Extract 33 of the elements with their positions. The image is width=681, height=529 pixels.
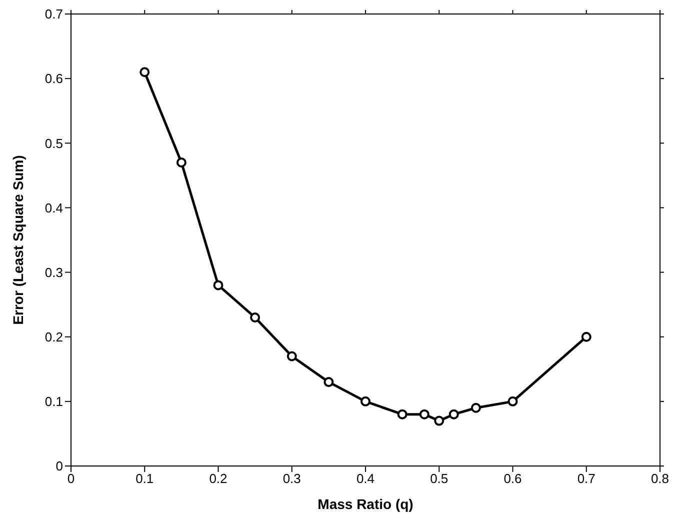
- point: [140, 67, 150, 78]
- x-axis-title: Mass Ratio (q): [318, 496, 414, 512]
- x-tick-label: 0: [67, 471, 75, 486]
- point: [434, 416, 444, 426]
- y-tick-label: 0.1: [44, 394, 63, 410]
- point: [360, 396, 370, 406]
- x-tick-label: 0.4: [356, 471, 375, 486]
- point: [250, 312, 260, 322]
- x-tick-label: 0.1: [136, 471, 154, 486]
- x-tick-label: 0.8: [650, 471, 670, 486]
- x-tick-label: 0.2: [209, 471, 228, 486]
- y-tick-label: 0.5: [44, 136, 63, 151]
- point: [286, 351, 297, 362]
- y-tick-label: 0.7: [44, 6, 63, 22]
- x-tick-label: 0.3: [282, 471, 301, 486]
- point: [324, 377, 334, 388]
- y-axis-title: Error (Least Square Sum): [10, 155, 26, 325]
- point: [448, 409, 459, 420]
- x-tick-label: 0.5: [430, 471, 448, 486]
- y-tick-label: 0.3: [44, 264, 63, 280]
- point: [419, 409, 430, 420]
- point: [508, 396, 518, 406]
- y-tick-label: 0.2: [44, 329, 63, 344]
- x-tick-label: 0.7: [577, 471, 596, 486]
- x-tick-label: 0.6: [504, 471, 522, 486]
- point: [397, 409, 408, 420]
- point: [581, 332, 592, 342]
- point: [470, 402, 481, 413]
- point: [176, 158, 186, 168]
- y-tick-label: 0.6: [44, 71, 63, 86]
- point: [213, 280, 224, 290]
- y-tick-label: 0.4: [44, 200, 63, 216]
- y-tick-label: 0: [56, 458, 63, 474]
